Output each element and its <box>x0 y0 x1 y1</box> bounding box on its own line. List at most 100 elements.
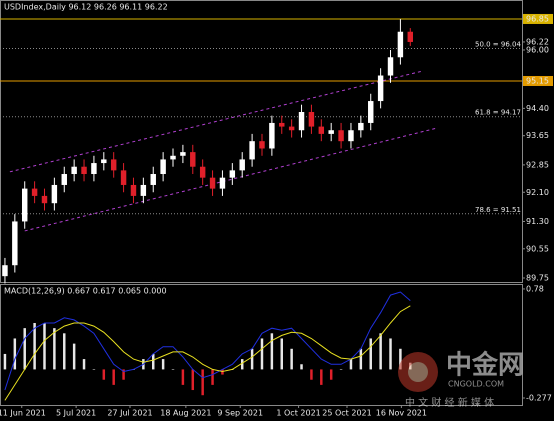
candle-body <box>170 155 176 160</box>
histogram-bar <box>339 369 343 370</box>
candle-body <box>239 159 245 171</box>
candle-body <box>91 163 97 175</box>
histogram-bar <box>349 359 353 370</box>
candle-body <box>279 122 285 127</box>
histogram-bar <box>201 369 204 396</box>
y-tick-label: 91.30 <box>526 217 549 226</box>
macd-frame <box>0 284 523 406</box>
candle-body <box>61 174 67 185</box>
histogram-bar <box>280 338 283 370</box>
y-tick-label: 92.10 <box>526 188 549 197</box>
candle-body <box>101 159 107 164</box>
candle-body <box>21 188 28 222</box>
candle-body <box>229 170 236 178</box>
x-tick-label: 16 Nov 2021 <box>376 409 427 418</box>
histogram-bar <box>33 322 36 370</box>
price-frame <box>0 0 523 283</box>
candle-body <box>110 159 117 171</box>
histogram-bar <box>260 338 264 370</box>
histogram-bar <box>122 369 125 380</box>
candle-body <box>328 130 334 134</box>
candle-body <box>130 184 137 196</box>
x-tick-label: 18 Aug 2021 <box>160 409 211 418</box>
histogram-bar <box>63 333 66 370</box>
candle-body <box>219 177 226 189</box>
candle-body <box>2 265 8 277</box>
histogram-bar <box>270 333 274 370</box>
histogram-bar <box>399 348 402 370</box>
y-tick-label: 90.55 <box>526 244 549 253</box>
histogram-bar <box>310 369 313 380</box>
y-tick-label: 0.78 <box>526 284 544 293</box>
candle-body <box>249 141 255 160</box>
candle-body <box>298 111 305 131</box>
level-label: 50.0 = 96.04 <box>475 41 521 49</box>
histogram-bar <box>102 369 106 380</box>
histogram-bar <box>53 328 56 370</box>
candle-body <box>269 122 275 149</box>
candle-body <box>180 152 186 156</box>
candle-body <box>209 177 216 189</box>
x-tick-label: 1 Oct 2021 <box>276 409 320 418</box>
candle-body <box>31 188 38 196</box>
histogram-bar <box>191 369 195 391</box>
y-tick-label: -0.277 <box>526 393 552 402</box>
watermark-logo-inner <box>408 362 428 382</box>
histogram-bar <box>300 364 303 370</box>
histogram-bar <box>181 369 185 385</box>
histogram-bar <box>359 348 363 370</box>
x-tick-label: 11 Jun 2021 <box>0 409 46 418</box>
y-tick-label: 96.22 <box>526 37 549 46</box>
histogram-bar <box>161 359 165 370</box>
candle-body <box>120 170 127 185</box>
histogram-bar <box>171 369 175 370</box>
candle-body <box>199 166 206 178</box>
candle-body <box>407 31 414 42</box>
x-tick-label: 27 Jul 2021 <box>107 409 152 418</box>
histogram-bar <box>290 348 293 370</box>
x-tick-label: 9 Sep 2021 <box>217 409 263 418</box>
macd-line <box>4 291 411 391</box>
candle-body <box>150 174 156 185</box>
level-label: 78.6 = 91.51 <box>475 206 521 214</box>
histogram-bar <box>250 348 254 370</box>
price-box <box>523 13 553 24</box>
histogram-bar <box>112 369 115 385</box>
candle-body <box>348 130 354 142</box>
level-label: 61.8 = 94.17 <box>475 109 521 117</box>
y-tick-label: 89.75 <box>526 273 549 282</box>
histogram-bar <box>13 338 17 370</box>
candle-body <box>81 166 87 175</box>
candle-body <box>318 126 325 134</box>
chart-title: USDIndex,Daily 96.12 96.26 96.11 96.22 <box>4 3 168 12</box>
channel-line <box>24 127 438 232</box>
watermark-slogan: 中 文 财 经 新 媒 体 <box>405 396 494 409</box>
macd-line <box>4 305 411 401</box>
watermark-name: 中金网 <box>446 350 524 381</box>
histogram-bar <box>152 353 155 370</box>
histogram-bar <box>82 359 86 370</box>
watermark-site: CNGOLD.COM <box>448 380 504 389</box>
candle-body <box>397 31 404 58</box>
histogram-bar <box>389 338 392 370</box>
candle-body <box>41 195 48 204</box>
candle-body <box>338 130 344 142</box>
histogram-bar <box>3 353 7 370</box>
histogram-bar <box>379 333 382 370</box>
watermark: 中金网 CNGOLD.COM 中 文 财 经 新 媒 体 <box>398 350 524 409</box>
histogram-bar <box>329 369 333 380</box>
histogram-bar <box>43 322 46 370</box>
candle-body <box>51 184 58 204</box>
y-tick-label: 92.85 <box>526 160 549 169</box>
histogram-bar <box>72 343 76 370</box>
price-box <box>523 75 553 86</box>
candle-body <box>259 141 265 149</box>
candle-body <box>140 184 147 196</box>
candle-body <box>288 126 295 131</box>
candle-body <box>71 166 77 175</box>
candle-body <box>387 57 394 76</box>
histogram-bar <box>92 369 96 370</box>
y-tick-label: 95.15 <box>526 76 549 85</box>
